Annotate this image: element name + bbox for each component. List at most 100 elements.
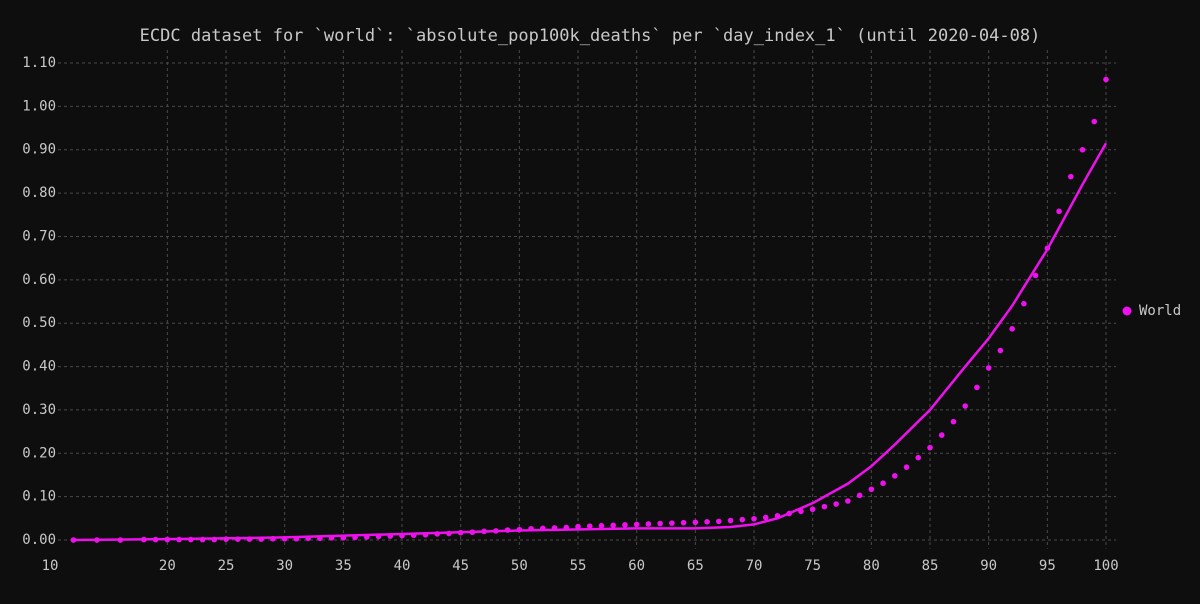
fit-line [73, 142, 1108, 542]
point [762, 514, 769, 521]
x-tick-label: 100 [1093, 558, 1118, 574]
point [669, 520, 675, 526]
x-tick-label: 55 [570, 558, 587, 574]
x-tick-label: 70 [746, 558, 763, 574]
y-tick-label: 0.30 [22, 402, 56, 418]
point [246, 536, 253, 542]
point [892, 473, 898, 479]
point [446, 530, 452, 537]
point [258, 536, 265, 542]
y-tick-label: 0.00 [22, 532, 56, 548]
point [962, 403, 968, 409]
y-tick-label: 0.90 [22, 142, 56, 158]
point [856, 492, 863, 499]
point [188, 536, 194, 543]
point [141, 536, 147, 543]
point [751, 515, 757, 522]
point [528, 525, 534, 532]
point [305, 535, 311, 542]
point [164, 536, 171, 543]
y-tick-label: 0.80 [22, 185, 56, 201]
point [610, 522, 616, 529]
x-tick-label: 30 [276, 558, 293, 574]
x-tick-label: 25 [218, 558, 235, 574]
point [845, 498, 851, 504]
point [1079, 146, 1086, 153]
x-tick-label: 50 [511, 558, 528, 574]
point [739, 516, 746, 523]
point [293, 535, 300, 542]
point [974, 384, 980, 391]
point [1021, 300, 1027, 307]
point [915, 454, 922, 461]
point [622, 522, 628, 528]
point [340, 535, 347, 541]
x-tick-label: 65 [687, 558, 704, 574]
point [1032, 272, 1039, 279]
point [352, 534, 358, 541]
point [410, 532, 417, 539]
point [809, 506, 816, 513]
point [950, 418, 957, 425]
chart-title: ECDC dataset for `world`: `absolute_pop1… [140, 26, 1041, 46]
point [211, 536, 218, 543]
y-tick-label: 0.50 [22, 315, 56, 331]
x-tick-label: 80 [863, 558, 880, 574]
y-tick-label: 0.10 [22, 489, 56, 505]
point [493, 528, 499, 534]
point [798, 508, 804, 515]
point [117, 537, 124, 543]
y-tick-label: 0.40 [22, 359, 56, 375]
y-tick-label: 0.60 [22, 272, 56, 288]
point [880, 480, 886, 487]
point [234, 536, 241, 542]
point [727, 517, 734, 524]
point [774, 512, 781, 519]
point [540, 525, 546, 532]
x-tick-label: 85 [922, 558, 939, 574]
point [457, 529, 464, 536]
point [903, 464, 910, 470]
point [364, 534, 370, 540]
point [317, 535, 323, 542]
point [997, 347, 1004, 354]
point [199, 536, 206, 543]
x-tick-label: 40 [394, 558, 411, 574]
x-tick-label: 95 [1039, 558, 1056, 574]
point [716, 518, 722, 525]
x-tick-label: 90 [980, 558, 997, 574]
point [281, 535, 288, 542]
point [387, 533, 394, 539]
point [1091, 118, 1098, 125]
x-tick-label: 20 [159, 558, 176, 574]
point [786, 510, 792, 517]
point [152, 536, 159, 543]
point [375, 533, 382, 540]
point [176, 536, 182, 543]
point [223, 536, 229, 542]
point [1044, 245, 1051, 251]
point [598, 522, 605, 529]
point [422, 532, 429, 538]
x-tick-label: 35 [335, 558, 352, 574]
point [563, 524, 570, 531]
point [575, 523, 581, 530]
x-tick-label: 75 [804, 558, 821, 574]
point [833, 501, 839, 507]
point [633, 521, 640, 528]
x-tick-label: 60 [628, 558, 645, 574]
y-tick-label: 0.20 [22, 445, 56, 461]
point [516, 526, 523, 533]
point [469, 529, 476, 536]
point [586, 523, 593, 529]
x-tick-label: 10 [42, 558, 59, 574]
y-tick-label: 0.70 [22, 228, 56, 244]
point [1009, 326, 1015, 332]
point [645, 521, 652, 527]
point [704, 519, 710, 525]
point [328, 535, 335, 541]
point [1068, 173, 1074, 180]
legend-marker [1122, 306, 1132, 316]
